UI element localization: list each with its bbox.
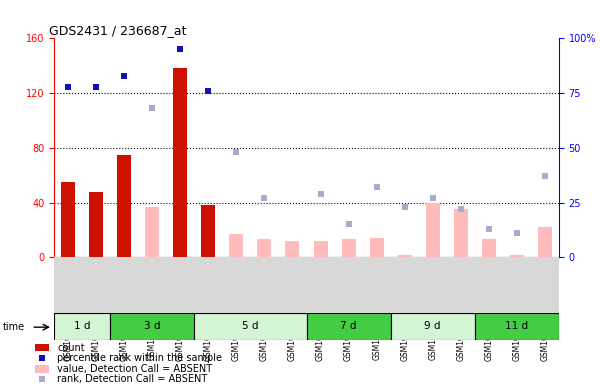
Bar bbox=[510, 255, 524, 257]
Bar bbox=[307, 313, 391, 340]
Text: GDS2431 / 236687_at: GDS2431 / 236687_at bbox=[49, 24, 186, 37]
Bar bbox=[117, 155, 131, 257]
Bar bbox=[475, 313, 559, 340]
Bar bbox=[391, 313, 475, 340]
Bar bbox=[314, 241, 328, 257]
Text: 1 d: 1 d bbox=[74, 321, 90, 331]
Bar bbox=[110, 313, 194, 340]
Text: 7 d: 7 d bbox=[340, 321, 357, 331]
Text: rank, Detection Call = ABSENT: rank, Detection Call = ABSENT bbox=[57, 374, 207, 384]
Bar bbox=[173, 68, 188, 257]
Bar bbox=[230, 234, 243, 257]
Text: 5 d: 5 d bbox=[242, 321, 258, 331]
Text: 11 d: 11 d bbox=[505, 321, 528, 331]
Bar bbox=[201, 205, 215, 257]
Bar bbox=[89, 192, 103, 257]
Bar bbox=[341, 240, 356, 257]
Bar bbox=[257, 240, 272, 257]
Text: count: count bbox=[57, 343, 85, 353]
Bar bbox=[35, 365, 49, 372]
Bar bbox=[61, 182, 75, 257]
Text: 9 d: 9 d bbox=[424, 321, 441, 331]
Text: time: time bbox=[3, 322, 25, 332]
Bar bbox=[35, 344, 49, 351]
Bar bbox=[54, 313, 110, 340]
Bar bbox=[538, 227, 552, 257]
Bar bbox=[194, 313, 307, 340]
Bar bbox=[285, 241, 299, 257]
Text: 3 d: 3 d bbox=[144, 321, 160, 331]
Bar bbox=[454, 209, 468, 257]
Bar bbox=[370, 238, 383, 257]
Bar bbox=[426, 203, 440, 257]
Bar bbox=[145, 207, 159, 257]
Text: value, Detection Call = ABSENT: value, Detection Call = ABSENT bbox=[57, 364, 212, 374]
Bar bbox=[398, 255, 412, 257]
Text: percentile rank within the sample: percentile rank within the sample bbox=[57, 353, 222, 363]
Bar bbox=[482, 240, 496, 257]
